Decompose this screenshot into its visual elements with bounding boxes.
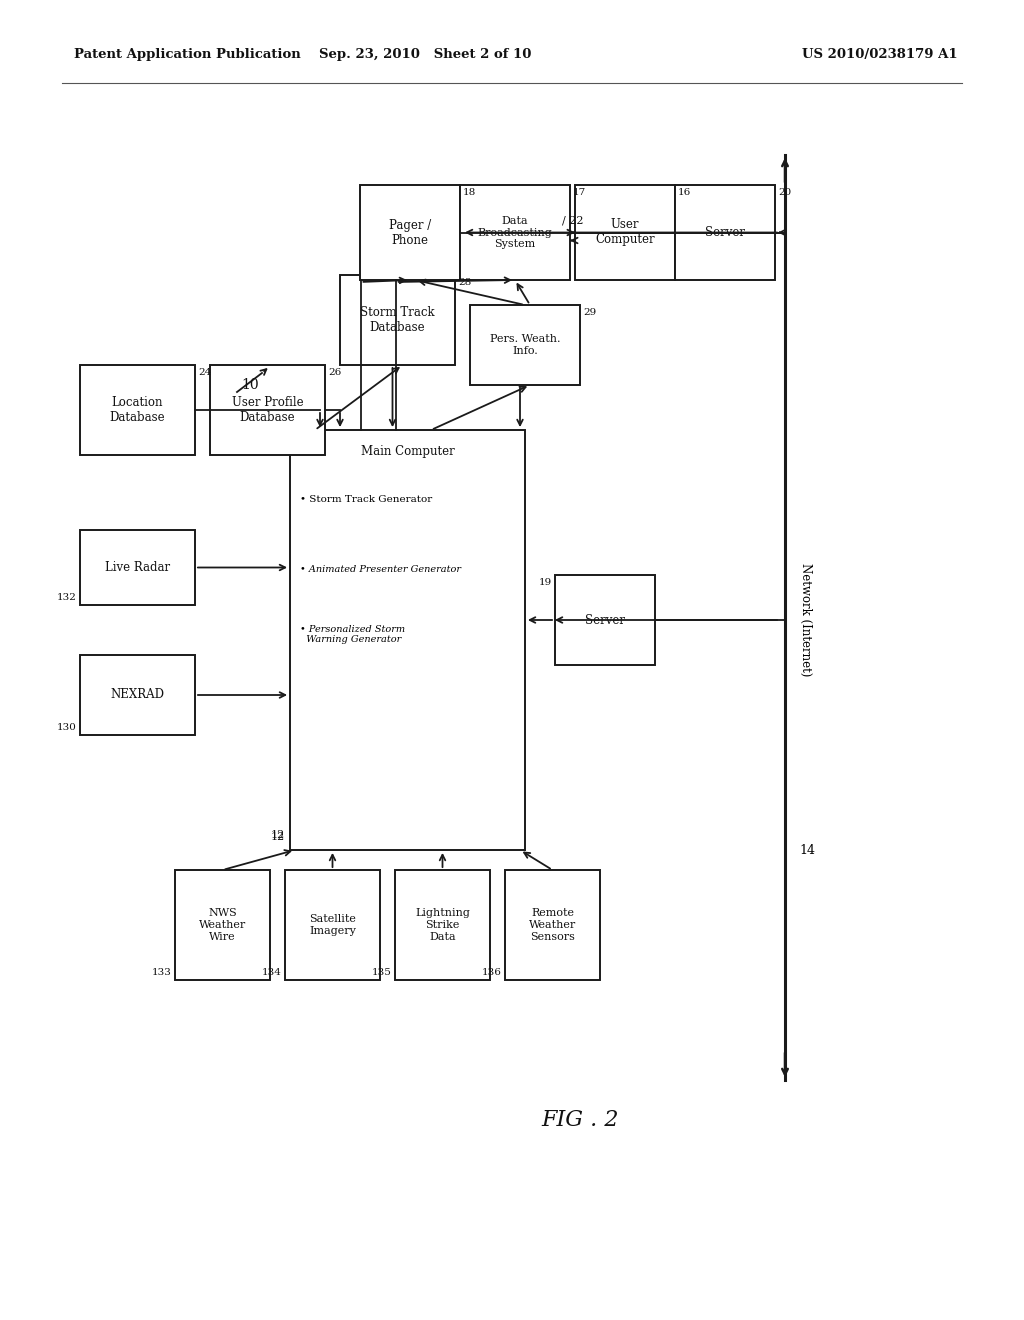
- Bar: [675, 185, 775, 280]
- Bar: [470, 305, 580, 385]
- Text: Remote
Weather
Sensors: Remote Weather Sensors: [528, 908, 577, 941]
- Text: US 2010/0238179 A1: US 2010/0238179 A1: [802, 48, 957, 61]
- Text: 12: 12: [270, 832, 285, 842]
- Text: Storm Track
Database: Storm Track Database: [360, 306, 435, 334]
- Text: • Personalized Storm
  Warning Generator: • Personalized Storm Warning Generator: [300, 624, 406, 644]
- Bar: [80, 366, 195, 455]
- Text: • Storm Track Generator: • Storm Track Generator: [300, 495, 432, 504]
- Text: FIG . 2: FIG . 2: [542, 1109, 618, 1131]
- Text: Pers. Weath.
Info.: Pers. Weath. Info.: [489, 334, 560, 356]
- Bar: [80, 655, 195, 735]
- Text: Sep. 23, 2010   Sheet 2 of 10: Sep. 23, 2010 Sheet 2 of 10: [318, 48, 531, 61]
- Text: 18: 18: [463, 187, 476, 197]
- Text: 130: 130: [57, 723, 77, 733]
- Text: Pager /
Phone: Pager / Phone: [389, 219, 431, 247]
- Text: 17: 17: [573, 187, 587, 197]
- Text: 132: 132: [57, 593, 77, 602]
- Text: 28: 28: [458, 279, 471, 286]
- Text: Satellite
Imagery: Satellite Imagery: [309, 915, 356, 936]
- Text: NEXRAD: NEXRAD: [111, 689, 165, 701]
- Bar: [460, 185, 570, 280]
- Text: 136: 136: [482, 968, 502, 977]
- Text: User Profile
Database: User Profile Database: [231, 396, 303, 424]
- Bar: [80, 531, 195, 605]
- Bar: [290, 430, 525, 850]
- Bar: [210, 366, 325, 455]
- Text: Location
Database: Location Database: [110, 396, 165, 424]
- Text: Main Computer: Main Computer: [360, 446, 455, 458]
- Text: 135: 135: [372, 968, 392, 977]
- Text: 26: 26: [328, 368, 341, 378]
- Text: Server: Server: [585, 614, 625, 627]
- Text: User
Computer: User Computer: [595, 219, 654, 247]
- Bar: [340, 275, 455, 366]
- Text: Server: Server: [705, 226, 745, 239]
- Bar: [285, 870, 380, 979]
- Text: Network (Internet): Network (Internet): [799, 564, 812, 677]
- Bar: [505, 870, 600, 979]
- Text: 14: 14: [799, 843, 815, 857]
- Text: 24: 24: [198, 368, 211, 378]
- Text: Live Radar: Live Radar: [104, 561, 170, 574]
- Text: 134: 134: [262, 968, 282, 977]
- Text: NWS
Weather
Wire: NWS Weather Wire: [199, 908, 246, 941]
- Bar: [575, 185, 675, 280]
- Bar: [555, 576, 655, 665]
- Bar: [395, 870, 490, 979]
- Bar: [175, 870, 270, 979]
- Text: • Animated Presenter Generator: • Animated Presenter Generator: [300, 565, 461, 574]
- Text: 10: 10: [242, 378, 259, 392]
- Text: Patent Application Publication: Patent Application Publication: [74, 48, 300, 61]
- Bar: [360, 185, 460, 280]
- Text: 29: 29: [583, 308, 596, 317]
- Text: 12: 12: [270, 830, 285, 840]
- Text: 16: 16: [678, 187, 691, 197]
- Text: 19: 19: [539, 578, 552, 587]
- Text: 20: 20: [778, 187, 792, 197]
- Text: Lightning
Strike
Data: Lightning Strike Data: [415, 908, 470, 941]
- Text: 133: 133: [153, 968, 172, 977]
- Text: / 22: / 22: [562, 215, 584, 226]
- Text: Data
Broadcasting
System: Data Broadcasting System: [477, 216, 552, 249]
